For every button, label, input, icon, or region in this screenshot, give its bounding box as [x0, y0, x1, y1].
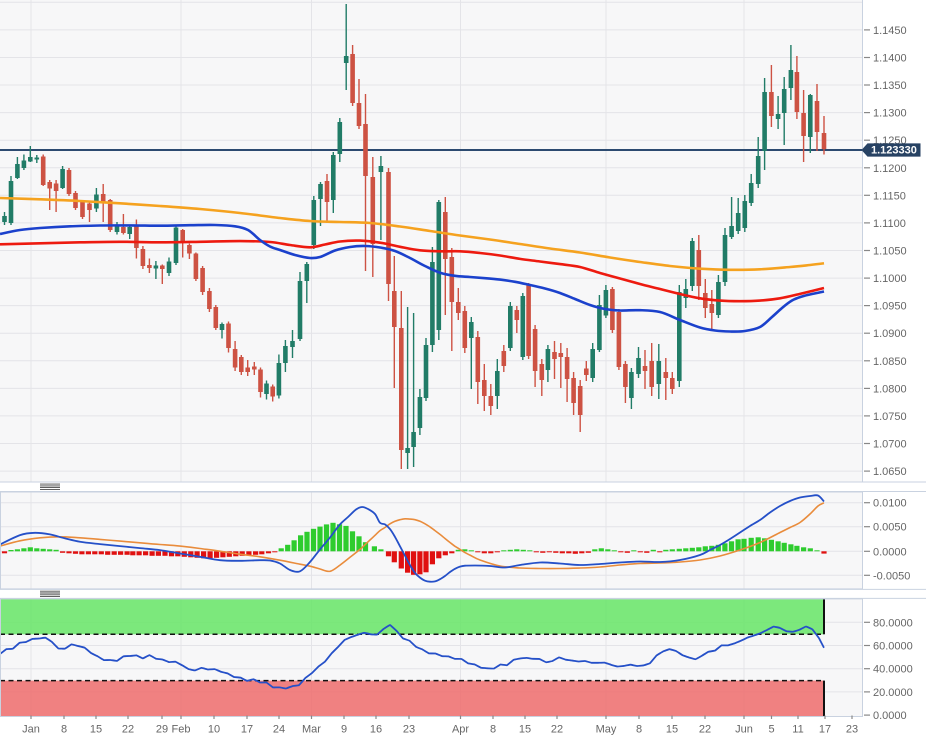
svg-text:40.0000: 40.0000 — [873, 664, 913, 676]
svg-text:1.1050: 1.1050 — [873, 246, 907, 258]
svg-text:1.0650: 1.0650 — [873, 466, 907, 478]
svg-text:8: 8 — [490, 723, 496, 735]
svg-text:17: 17 — [241, 723, 253, 735]
svg-text:0.0000: 0.0000 — [873, 546, 907, 558]
svg-text:60.0000: 60.0000 — [873, 641, 913, 653]
svg-text:1.0700: 1.0700 — [873, 439, 907, 451]
svg-text:5: 5 — [768, 723, 774, 735]
svg-text:Jan: Jan — [22, 723, 40, 735]
svg-text:0.0100: 0.0100 — [873, 498, 907, 510]
svg-text:9: 9 — [341, 723, 347, 735]
svg-text:24: 24 — [273, 723, 285, 735]
svg-text:80.0000: 80.0000 — [873, 617, 913, 629]
svg-text:Mar: Mar — [302, 723, 321, 735]
svg-text:8: 8 — [636, 723, 642, 735]
svg-text:22: 22 — [122, 723, 134, 735]
svg-text:1.1150: 1.1150 — [873, 190, 906, 202]
svg-text:10: 10 — [208, 723, 220, 735]
svg-text:0.0050: 0.0050 — [873, 522, 907, 534]
svg-text:1.1450: 1.1450 — [873, 25, 907, 37]
svg-text:1.0750: 1.0750 — [873, 411, 907, 423]
svg-text:16: 16 — [370, 723, 382, 735]
svg-text:15: 15 — [90, 723, 102, 735]
svg-text:15: 15 — [666, 723, 678, 735]
svg-text:1.1300: 1.1300 — [873, 108, 907, 120]
svg-text:Feb: Feb — [172, 723, 191, 735]
svg-text:29: 29 — [156, 723, 168, 735]
svg-text:23: 23 — [846, 723, 858, 735]
svg-text:1.123330: 1.123330 — [871, 145, 917, 157]
svg-text:22: 22 — [551, 723, 563, 735]
svg-text:1.1350: 1.1350 — [873, 80, 907, 92]
svg-text:20.0000: 20.0000 — [873, 687, 913, 699]
svg-text:-0.0050: -0.0050 — [873, 570, 910, 582]
svg-text:17: 17 — [819, 723, 831, 735]
svg-text:22: 22 — [699, 723, 711, 735]
svg-text:Apr: Apr — [452, 723, 469, 735]
svg-text:1.1400: 1.1400 — [873, 53, 907, 65]
svg-text:1.1100: 1.1100 — [873, 218, 906, 230]
svg-text:0.0000: 0.0000 — [873, 710, 907, 722]
svg-text:1.0950: 1.0950 — [873, 301, 907, 313]
svg-text:11: 11 — [792, 723, 803, 735]
svg-text:1.1200: 1.1200 — [873, 163, 907, 175]
svg-text:1.1000: 1.1000 — [873, 273, 907, 285]
svg-text:23: 23 — [403, 723, 415, 735]
svg-text:1.0850: 1.0850 — [873, 356, 907, 368]
svg-text:1.0900: 1.0900 — [873, 328, 907, 340]
svg-text:1.0800: 1.0800 — [873, 383, 907, 395]
svg-text:8: 8 — [61, 723, 67, 735]
svg-text:May: May — [596, 723, 617, 735]
svg-text:15: 15 — [519, 723, 531, 735]
svg-text:Jun: Jun — [735, 723, 753, 735]
